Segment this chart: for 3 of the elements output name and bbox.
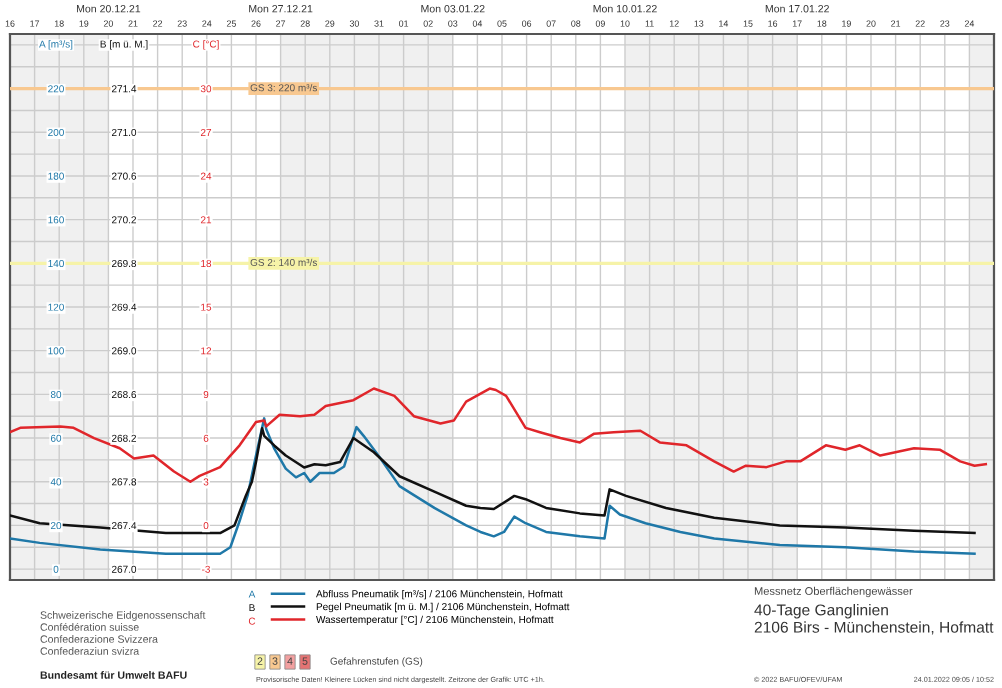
line-series xyxy=(10,417,976,556)
line-series xyxy=(10,426,976,535)
line-series xyxy=(10,387,988,483)
